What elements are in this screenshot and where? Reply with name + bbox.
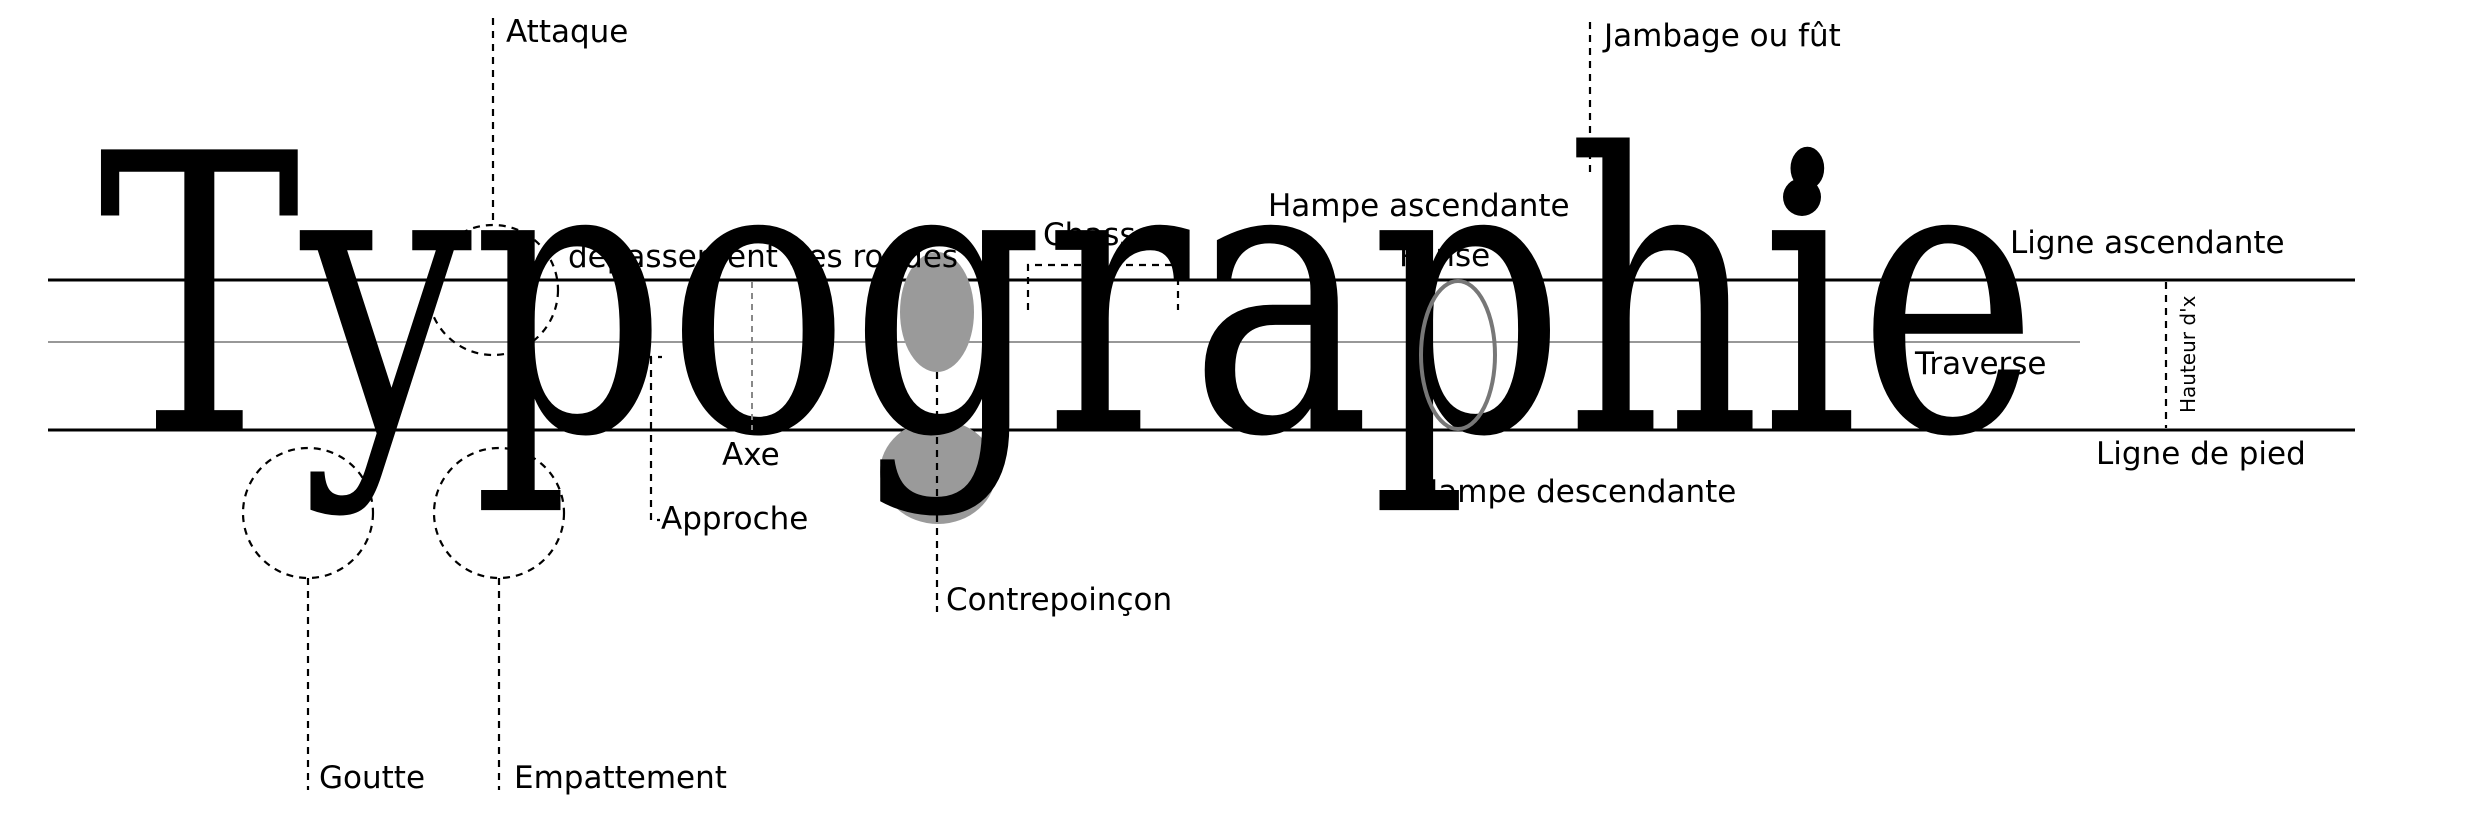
- label-hauteur-x: Hauteur d'x: [2176, 295, 2200, 413]
- p-bowl-outline: [1419, 279, 1497, 431]
- label-chasse: Chasse: [1043, 217, 1155, 253]
- label-attaque: Attaque: [506, 14, 628, 50]
- label-hampe-ascendante: Hampe ascendante: [1268, 188, 1570, 224]
- chasse-bracket: [1026, 263, 1180, 310]
- label-depassement: dépassement des rondes: [568, 239, 958, 275]
- approche-bracket: [645, 355, 662, 522]
- empattement-circle: [432, 446, 566, 580]
- label-ligne-de-pied: Ligne de pied: [2096, 436, 2306, 472]
- label-goutte: Goutte: [319, 760, 425, 796]
- label-contrepoincon: Contrepoinçon: [946, 582, 1172, 618]
- label-axe: Axe: [722, 437, 780, 473]
- typographie-word: Typographie: [98, 73, 2038, 521]
- i-dot: [1783, 178, 1821, 216]
- label-panse: Panse: [1399, 238, 1490, 274]
- label-empattement: Empattement: [514, 760, 727, 796]
- label-traverse: Traverse: [1914, 346, 2047, 382]
- label-jambage: Jambage ou fût: [1602, 18, 1841, 54]
- g-lower-counter-fill: [880, 420, 996, 524]
- g-upper-counter-fill: [900, 252, 974, 372]
- goutte-circle: [241, 446, 375, 580]
- label-ligne-ascendante: Ligne ascendante: [2010, 225, 2285, 261]
- label-hampe-descendante: Hampe descendante: [1415, 474, 1736, 510]
- label-approche: Approche: [661, 501, 808, 537]
- attaque-circle: [426, 223, 560, 357]
